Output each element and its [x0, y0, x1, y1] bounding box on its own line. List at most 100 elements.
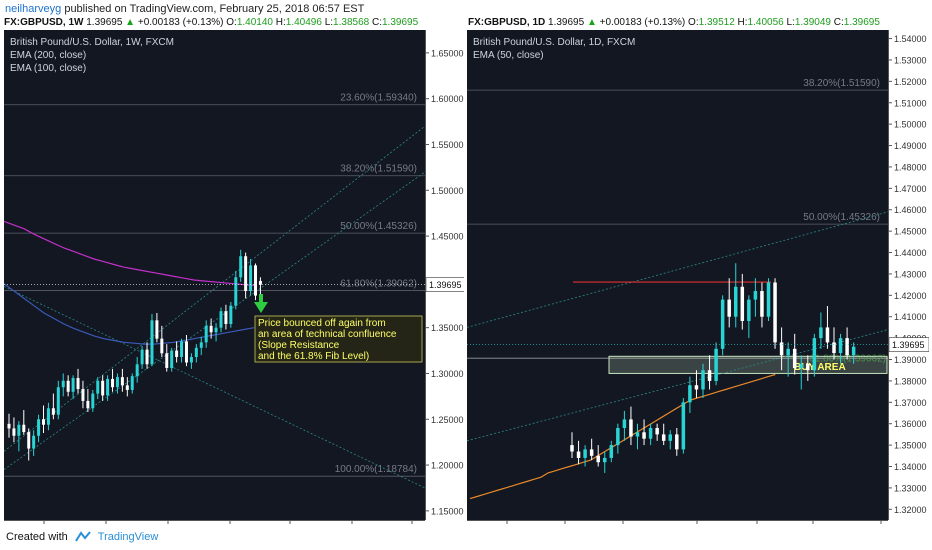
indicator-label: EMA (200, close): [10, 50, 86, 61]
candle-body: [86, 400, 90, 409]
fib-level-label: 38.20%(1.51590): [803, 78, 880, 89]
candle-body: [76, 378, 80, 390]
candle-body: [244, 256, 248, 292]
candle-body: [51, 408, 55, 415]
candle-body: [17, 424, 21, 436]
left-close-label: C:: [371, 17, 382, 28]
left-open: 1.40140: [236, 17, 273, 28]
candle-body: [694, 385, 699, 390]
candle-body: [609, 445, 614, 458]
candle-body: [753, 291, 758, 300]
candle-body: [32, 435, 36, 449]
candle-body: [184, 341, 188, 363]
trendline-upper: [467, 211, 889, 328]
candle-body: [189, 356, 193, 363]
candle-body: [125, 385, 129, 390]
candle-body: [642, 432, 646, 439]
chart-title: British Pound/U.S. Dollar, 1W, FXCM: [10, 37, 174, 48]
left-high: 1.40496: [285, 17, 322, 28]
y-tick-label: 1.46000: [894, 205, 927, 215]
candle-body: [12, 428, 16, 436]
candle-body: [832, 342, 836, 354]
candle-body: [209, 325, 213, 333]
candle-body: [106, 378, 110, 396]
candle-body: [165, 353, 169, 368]
trendline-descending: [4, 286, 426, 489]
tradingview-logo-icon: [74, 531, 91, 542]
y-tick-label: 1.55000: [431, 140, 464, 150]
candle-body: [589, 449, 594, 456]
candle-body: [56, 387, 60, 415]
left-open-label: O:: [226, 17, 237, 28]
right-symbol: FX:GBPUSD, 1D: [468, 17, 546, 28]
up-arrow-icon: ▲: [125, 17, 136, 28]
right-high-label: H:: [737, 17, 748, 28]
candle-body: [219, 311, 223, 328]
y-tick-label: 1.54000: [894, 34, 927, 44]
y-tick-label: 1.25000: [431, 415, 464, 425]
last-price-tag: [888, 337, 929, 352]
tradingview-brand[interactable]: TradingView: [97, 531, 159, 543]
candle-body: [111, 378, 115, 388]
candle-body: [681, 402, 686, 450]
candle-body: [773, 282, 777, 343]
candle-body: [249, 265, 253, 292]
left-low: 1.38568: [333, 17, 370, 28]
candle-body: [140, 349, 144, 365]
candle-body: [130, 376, 134, 390]
candle-body: [81, 389, 85, 401]
trendline-lower: [4, 171, 426, 470]
candle-body: [214, 327, 218, 333]
y-tick-label: 1.33000: [894, 483, 927, 493]
y-tick-label: 1.20000: [431, 461, 464, 471]
candle-body: [199, 342, 203, 348]
right-high: 1.40056: [747, 17, 784, 28]
candle-body: [668, 434, 672, 441]
candle-body: [747, 299, 751, 322]
y-tick-label: 1.35000: [894, 441, 927, 451]
author-link[interactable]: neilharveyg: [5, 3, 62, 15]
candle-body: [145, 349, 149, 365]
ema200-line: [4, 220, 255, 287]
candle-body: [675, 434, 679, 450]
candle-body: [825, 327, 830, 343]
y-tick-label: 1.53000: [894, 55, 927, 65]
candle-body: [688, 385, 692, 403]
ema100-line: [4, 283, 255, 345]
candle-body: [616, 427, 620, 446]
candle-body: [96, 380, 100, 394]
y-tick-label: 1.39000: [894, 355, 927, 365]
candle-body: [27, 432, 31, 449]
right-close: 1.39695: [843, 17, 880, 28]
left-price: 1.39695: [86, 17, 123, 28]
y-tick-label: 1.42000: [894, 291, 927, 301]
y-tick-label: 1.50000: [431, 186, 464, 196]
candle-body: [740, 286, 745, 322]
candle-body: [583, 449, 587, 458]
fib-level-label: 50.00%(1.45326): [340, 221, 417, 232]
candle-body: [714, 348, 718, 381]
candle-body: [7, 423, 11, 429]
y-tick-label: 1.35000: [431, 323, 464, 333]
candle-body: [46, 408, 50, 425]
y-tick-label: 1.49000: [894, 141, 927, 151]
candle-body: [37, 419, 41, 436]
publish-line: neilharveyg published on TradingView.com…: [5, 3, 364, 15]
indicator-label: EMA (100, close): [10, 63, 86, 74]
candle-body: [224, 311, 228, 324]
left-close: 1.39695: [381, 17, 419, 28]
candle-body: [786, 348, 790, 356]
annotation-text: Price bounced off again from: [258, 318, 386, 329]
last-price-tag: [425, 277, 464, 292]
right-low: 1.39049: [794, 17, 831, 28]
publish-text: published on TradingView.com, February 2…: [61, 3, 365, 15]
candle-body: [155, 320, 159, 339]
weekly-chart[interactable]: 1.650001.600001.550001.500001.450001.400…: [4, 30, 464, 524]
candle-body: [799, 363, 803, 369]
y-tick-label: 1.37000: [894, 398, 927, 408]
fib-level-label: 61.80%(1.39062): [340, 278, 417, 289]
y-tick-label: 1.41000: [894, 312, 927, 322]
candle-body: [629, 419, 633, 437]
daily-chart[interactable]: 1.54000 1.53000 1.52000 1.51000 1.50000 1.490…: [467, 30, 929, 524]
candle-body: [160, 338, 164, 354]
